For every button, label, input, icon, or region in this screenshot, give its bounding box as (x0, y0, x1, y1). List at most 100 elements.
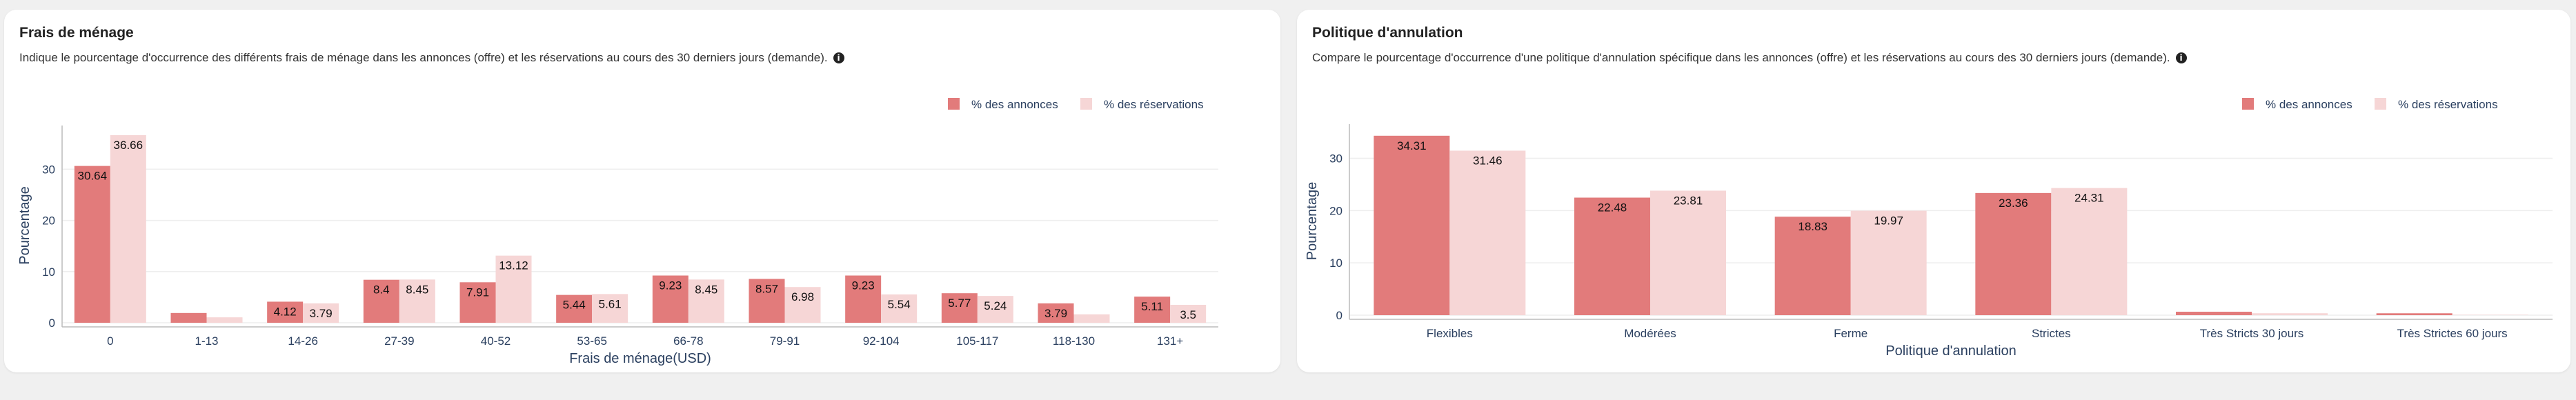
bar (459, 282, 496, 323)
data-label: 8.45 (406, 283, 428, 296)
data-label: 5.44 (563, 299, 586, 312)
bar (1038, 303, 1074, 323)
bar (977, 296, 1013, 323)
bar (2176, 311, 2252, 315)
info-icon[interactable]: i (833, 52, 844, 63)
bar (941, 293, 978, 323)
legend-label: % des réservations (1104, 98, 1204, 111)
y-tick-label: 30 (42, 163, 55, 176)
data-label: 30.64 (78, 170, 108, 183)
y-tick-label: 10 (1329, 257, 1343, 270)
data-label: 3.5 (1180, 308, 1196, 321)
card-title: Frais de ménage (19, 25, 134, 41)
data-label: 23.36 (1999, 197, 2028, 210)
info-icon[interactable]: i (2175, 52, 2187, 63)
data-label: 24.31 (2074, 192, 2104, 205)
bar (1170, 305, 1207, 323)
data-label: 31.46 (1473, 154, 1503, 167)
data-label: 23.81 (1674, 194, 1703, 207)
x-tick-label: Très Stricts 30 jours (2200, 327, 2304, 340)
y-axis-title: Pourcentage (17, 186, 32, 264)
legend-label: % des annonces (971, 98, 1058, 111)
x-tick-label: Très Strictes 60 jours (2397, 327, 2508, 340)
bar (399, 279, 435, 323)
x-tick-label: Modérées (1624, 327, 1676, 340)
data-label: 9.23 (659, 279, 682, 292)
legend-label: % des annonces (2266, 98, 2352, 111)
bar (592, 294, 628, 323)
legend-label: % des réservations (2398, 98, 2498, 111)
data-label: 8.57 (755, 282, 778, 295)
y-tick-label: 0 (1336, 309, 1343, 322)
cleaning-fee-chart: 0 10 20 30 30.64 36.66 0 1-13 4.12 3.79 14-26 8.4 8.… (17, 98, 1218, 366)
bar (749, 279, 785, 323)
x-axis-title: Politique d'annulation (1885, 343, 2017, 359)
data-label: 8.45 (695, 283, 717, 296)
data-label: 22.48 (1598, 201, 1627, 214)
x-tick-label: 1-13 (195, 334, 218, 348)
x-tick-label: 79-91 (770, 334, 800, 348)
data-label: 4.12 (274, 305, 297, 318)
y-tick-label: 20 (42, 214, 55, 228)
bar (2376, 313, 2453, 315)
x-tick-label: 105-117 (956, 334, 998, 348)
bar (1073, 314, 1110, 323)
data-label: 13.12 (499, 259, 528, 272)
x-tick-label: 40-52 (481, 334, 511, 348)
bar (267, 301, 304, 323)
bar (845, 275, 882, 323)
cleaning-fee-card: Frais de ménage Indique le pourcentage d… (4, 10, 1280, 372)
cancellation-policy-card: Politique d'annulation Compare le pource… (1297, 10, 2570, 372)
legend-swatch (2242, 98, 2254, 110)
data-label: 3.79 (1044, 307, 1067, 320)
data-label: 7.91 (466, 286, 489, 299)
data-label: 5.54 (888, 298, 911, 311)
legend-swatch (948, 98, 960, 110)
bar (1449, 150, 1526, 315)
bar (74, 166, 110, 323)
data-label: 5.61 (599, 297, 622, 310)
bar (881, 294, 918, 323)
data-label: 8.4 (373, 283, 390, 297)
x-tick-label: 0 (107, 334, 113, 348)
data-label: 5.24 (984, 299, 1007, 312)
x-tick-label: 27-39 (384, 334, 414, 348)
x-tick-label: 118-130 (1053, 334, 1095, 348)
x-tick-label: 53-65 (577, 334, 606, 348)
legend-swatch (2375, 98, 2386, 110)
bar (1650, 190, 1726, 315)
bar (1774, 217, 1851, 315)
bar (1975, 192, 2052, 315)
card-description-text: Indique le pourcentage d'occurrence des … (19, 51, 828, 64)
card-description: Indique le pourcentage d'occurrence des … (19, 51, 844, 65)
bar (784, 287, 821, 323)
y-axis-title: Pourcentage (1305, 182, 1320, 260)
y-tick-label: 20 (1329, 204, 1343, 217)
card-title: Politique d'annulation (1312, 25, 1463, 41)
bar (2252, 313, 2328, 315)
x-tick-label: 131+ (1157, 334, 1183, 348)
bar (170, 312, 207, 323)
x-tick-label: Strictes (2032, 327, 2071, 340)
x-tick-label: 92-104 (863, 334, 900, 348)
data-label: 3.79 (310, 307, 333, 320)
data-label: 5.11 (1141, 300, 1163, 313)
bar (1574, 197, 1650, 315)
bar (1134, 297, 1171, 323)
y-tick-label: 10 (42, 266, 55, 279)
data-label: 9.23 (852, 279, 875, 292)
data-label: 5.77 (948, 297, 971, 310)
bar (2452, 314, 2528, 315)
data-label: 6.98 (791, 290, 814, 303)
bar (303, 303, 339, 323)
x-tick-label: Flexibles (1427, 327, 1473, 340)
data-label: 18.83 (1798, 220, 1827, 233)
legend-swatch (1080, 98, 1092, 110)
x-tick-label: 14-26 (288, 334, 317, 348)
cancellation-policy-chart: 0 10 20 30 34.31 31.46 Flexibles 22.48 23.81 Modé… (1305, 98, 2553, 359)
bar (1850, 210, 1927, 315)
bar (363, 279, 399, 323)
bar (2051, 188, 2128, 315)
bar (688, 279, 724, 323)
card-description-text: Compare le pourcentage d'occurrence d'un… (1312, 51, 2170, 64)
